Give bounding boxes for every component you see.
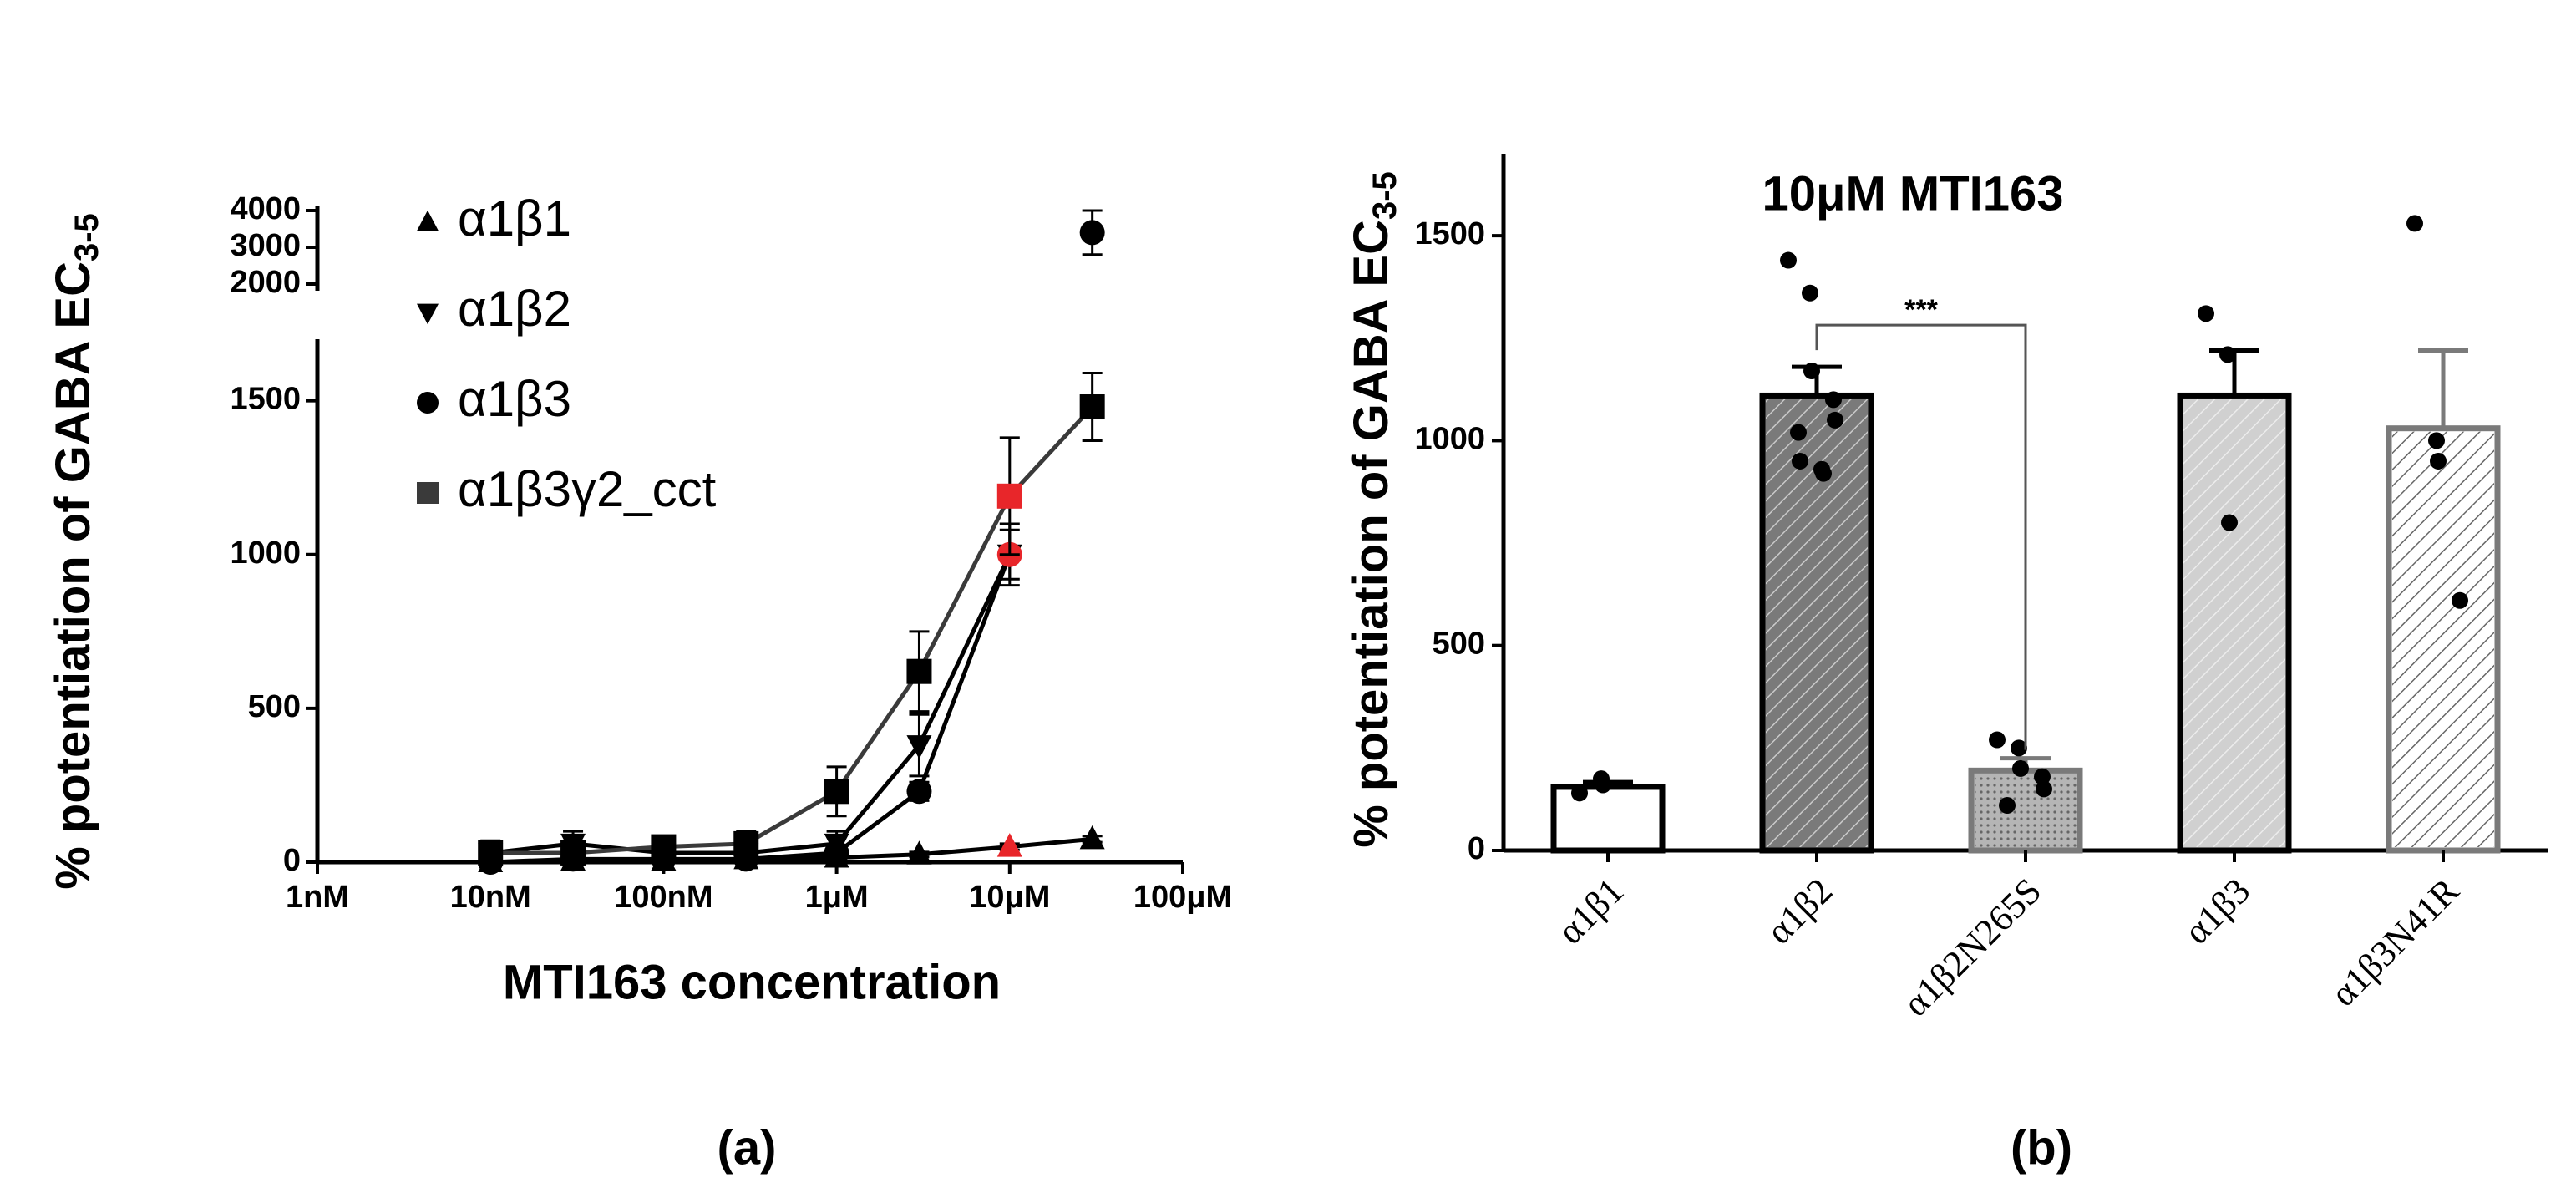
legend-label: α1β3 — [458, 371, 571, 427]
series-line — [490, 836, 1093, 865]
x-tick-label: 1μM — [805, 880, 869, 915]
y-tick-label: 4000 — [230, 191, 301, 226]
y-tick-label: 3000 — [230, 228, 301, 263]
y-tick-label: 1000 — [230, 536, 301, 571]
data-point — [1827, 411, 1843, 429]
data-point — [1780, 251, 1797, 269]
y-axis-label-sub: 3-5 — [68, 213, 105, 261]
error-bar — [2418, 348, 2468, 429]
marker — [906, 840, 932, 865]
y-tick-label: 500 — [1433, 627, 1485, 662]
significance-label: *** — [1904, 294, 1938, 326]
x-tick-label: 10nM — [450, 880, 531, 915]
chart-title: 10μM MTI163 — [1762, 166, 2063, 221]
bar — [1550, 784, 1666, 854]
legend-label: α1β3γ2_cct — [458, 461, 717, 517]
data-point — [1792, 452, 1808, 470]
x-tick-label: 100μM — [1133, 880, 1232, 915]
bar-hatch — [1975, 774, 2077, 847]
data-point — [1999, 797, 2016, 815]
x-axis-label: MTI163 concentration — [503, 955, 1001, 1009]
bar-hatch — [2183, 399, 2285, 848]
marker — [824, 840, 849, 866]
data-point — [2219, 346, 2236, 363]
x-tick-label: α1β1 — [1549, 871, 1631, 952]
y-tick-label: 1500 — [1414, 216, 1485, 251]
legend-label: α1β1 — [458, 190, 571, 246]
data-point — [1825, 391, 1842, 409]
marker — [560, 840, 586, 866]
marker — [478, 840, 504, 866]
marker — [1079, 825, 1105, 850]
marker — [417, 482, 439, 504]
data-point — [1989, 731, 2006, 749]
y-tick-label: 1000 — [1414, 421, 1485, 456]
marker — [1079, 394, 1105, 420]
x-tick-label: 100nM — [614, 880, 712, 915]
data-point — [2221, 514, 2238, 531]
y-tick-label: 0 — [1468, 831, 1485, 866]
marker — [996, 833, 1022, 857]
data-point — [2012, 759, 2029, 777]
y-axis-label-main: % potentiation of GABA EC — [46, 261, 100, 890]
bar-hatch — [2392, 431, 2494, 847]
series-line — [489, 553, 1012, 855]
significance-bracket — [1815, 323, 2027, 750]
y-axis-label-main: % potentiation of GABA EC — [1344, 220, 1398, 848]
y-tick-label: 500 — [248, 689, 301, 724]
data-point — [1803, 363, 1820, 380]
marker — [906, 779, 932, 805]
data-point — [2198, 305, 2214, 322]
data-point — [1802, 284, 1818, 302]
marker — [733, 830, 759, 856]
panel-b: 0 500 1000 1500 % potentiation of GABA EC3-5… — [1344, 154, 2548, 1175]
marker — [1079, 220, 1105, 246]
x-tick-label: 10μM — [969, 880, 1050, 915]
marker — [906, 735, 932, 759]
data-point — [2011, 739, 2027, 757]
legend-label: α1β2 — [458, 281, 571, 337]
data-point — [1595, 776, 1611, 794]
x-tick-label: α1β2 — [1758, 871, 1840, 952]
y-axis-label: % potentiation of GABA EC3-5 — [1344, 171, 1402, 848]
x-tick-label: α1β2N265S — [1895, 871, 2049, 1024]
y-axis-label-sub: 3-5 — [1367, 171, 1403, 220]
x-tick-label: α1β3N41R — [2323, 870, 2467, 1014]
data-point — [2036, 780, 2052, 798]
panel-label: (a) — [718, 1120, 777, 1175]
marker — [417, 392, 439, 414]
y-tick-label: 0 — [283, 843, 301, 878]
panel-label: (b) — [2011, 1120, 2072, 1175]
y-axis-label: % potentiation of GABA EC3-5 — [46, 213, 104, 890]
data-point — [2428, 432, 2445, 449]
data-point — [1815, 465, 1832, 482]
y-tick-label: 2000 — [230, 265, 301, 300]
x-tick-label: α1β3 — [2176, 871, 2258, 952]
series-line — [490, 405, 1094, 855]
x-tick-label: 1nM — [286, 880, 349, 915]
data-point — [2452, 591, 2468, 609]
y-tick-label: 1500 — [230, 382, 301, 417]
marker — [417, 210, 439, 231]
marker — [651, 834, 677, 860]
data-point — [1571, 784, 1588, 802]
data-point — [1790, 424, 1807, 441]
marker — [906, 658, 932, 684]
data-point — [2034, 768, 2051, 785]
marker — [417, 303, 439, 325]
marker — [996, 483, 1022, 509]
data-point — [2406, 215, 2423, 232]
data-point — [2430, 452, 2447, 470]
marker — [824, 779, 849, 805]
